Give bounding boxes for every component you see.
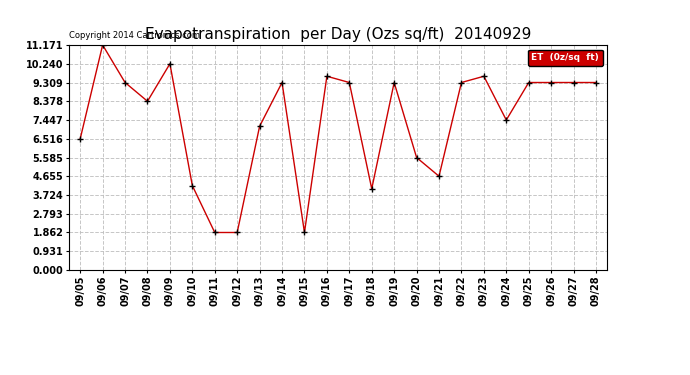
Text: Copyright 2014 Cartronics.com: Copyright 2014 Cartronics.com — [69, 32, 200, 40]
Title: Evapotranspiration  per Day (Ozs sq/ft)  20140929: Evapotranspiration per Day (Ozs sq/ft) 2… — [145, 27, 531, 42]
Legend: ET  (0z/sq  ft): ET (0z/sq ft) — [528, 50, 602, 66]
